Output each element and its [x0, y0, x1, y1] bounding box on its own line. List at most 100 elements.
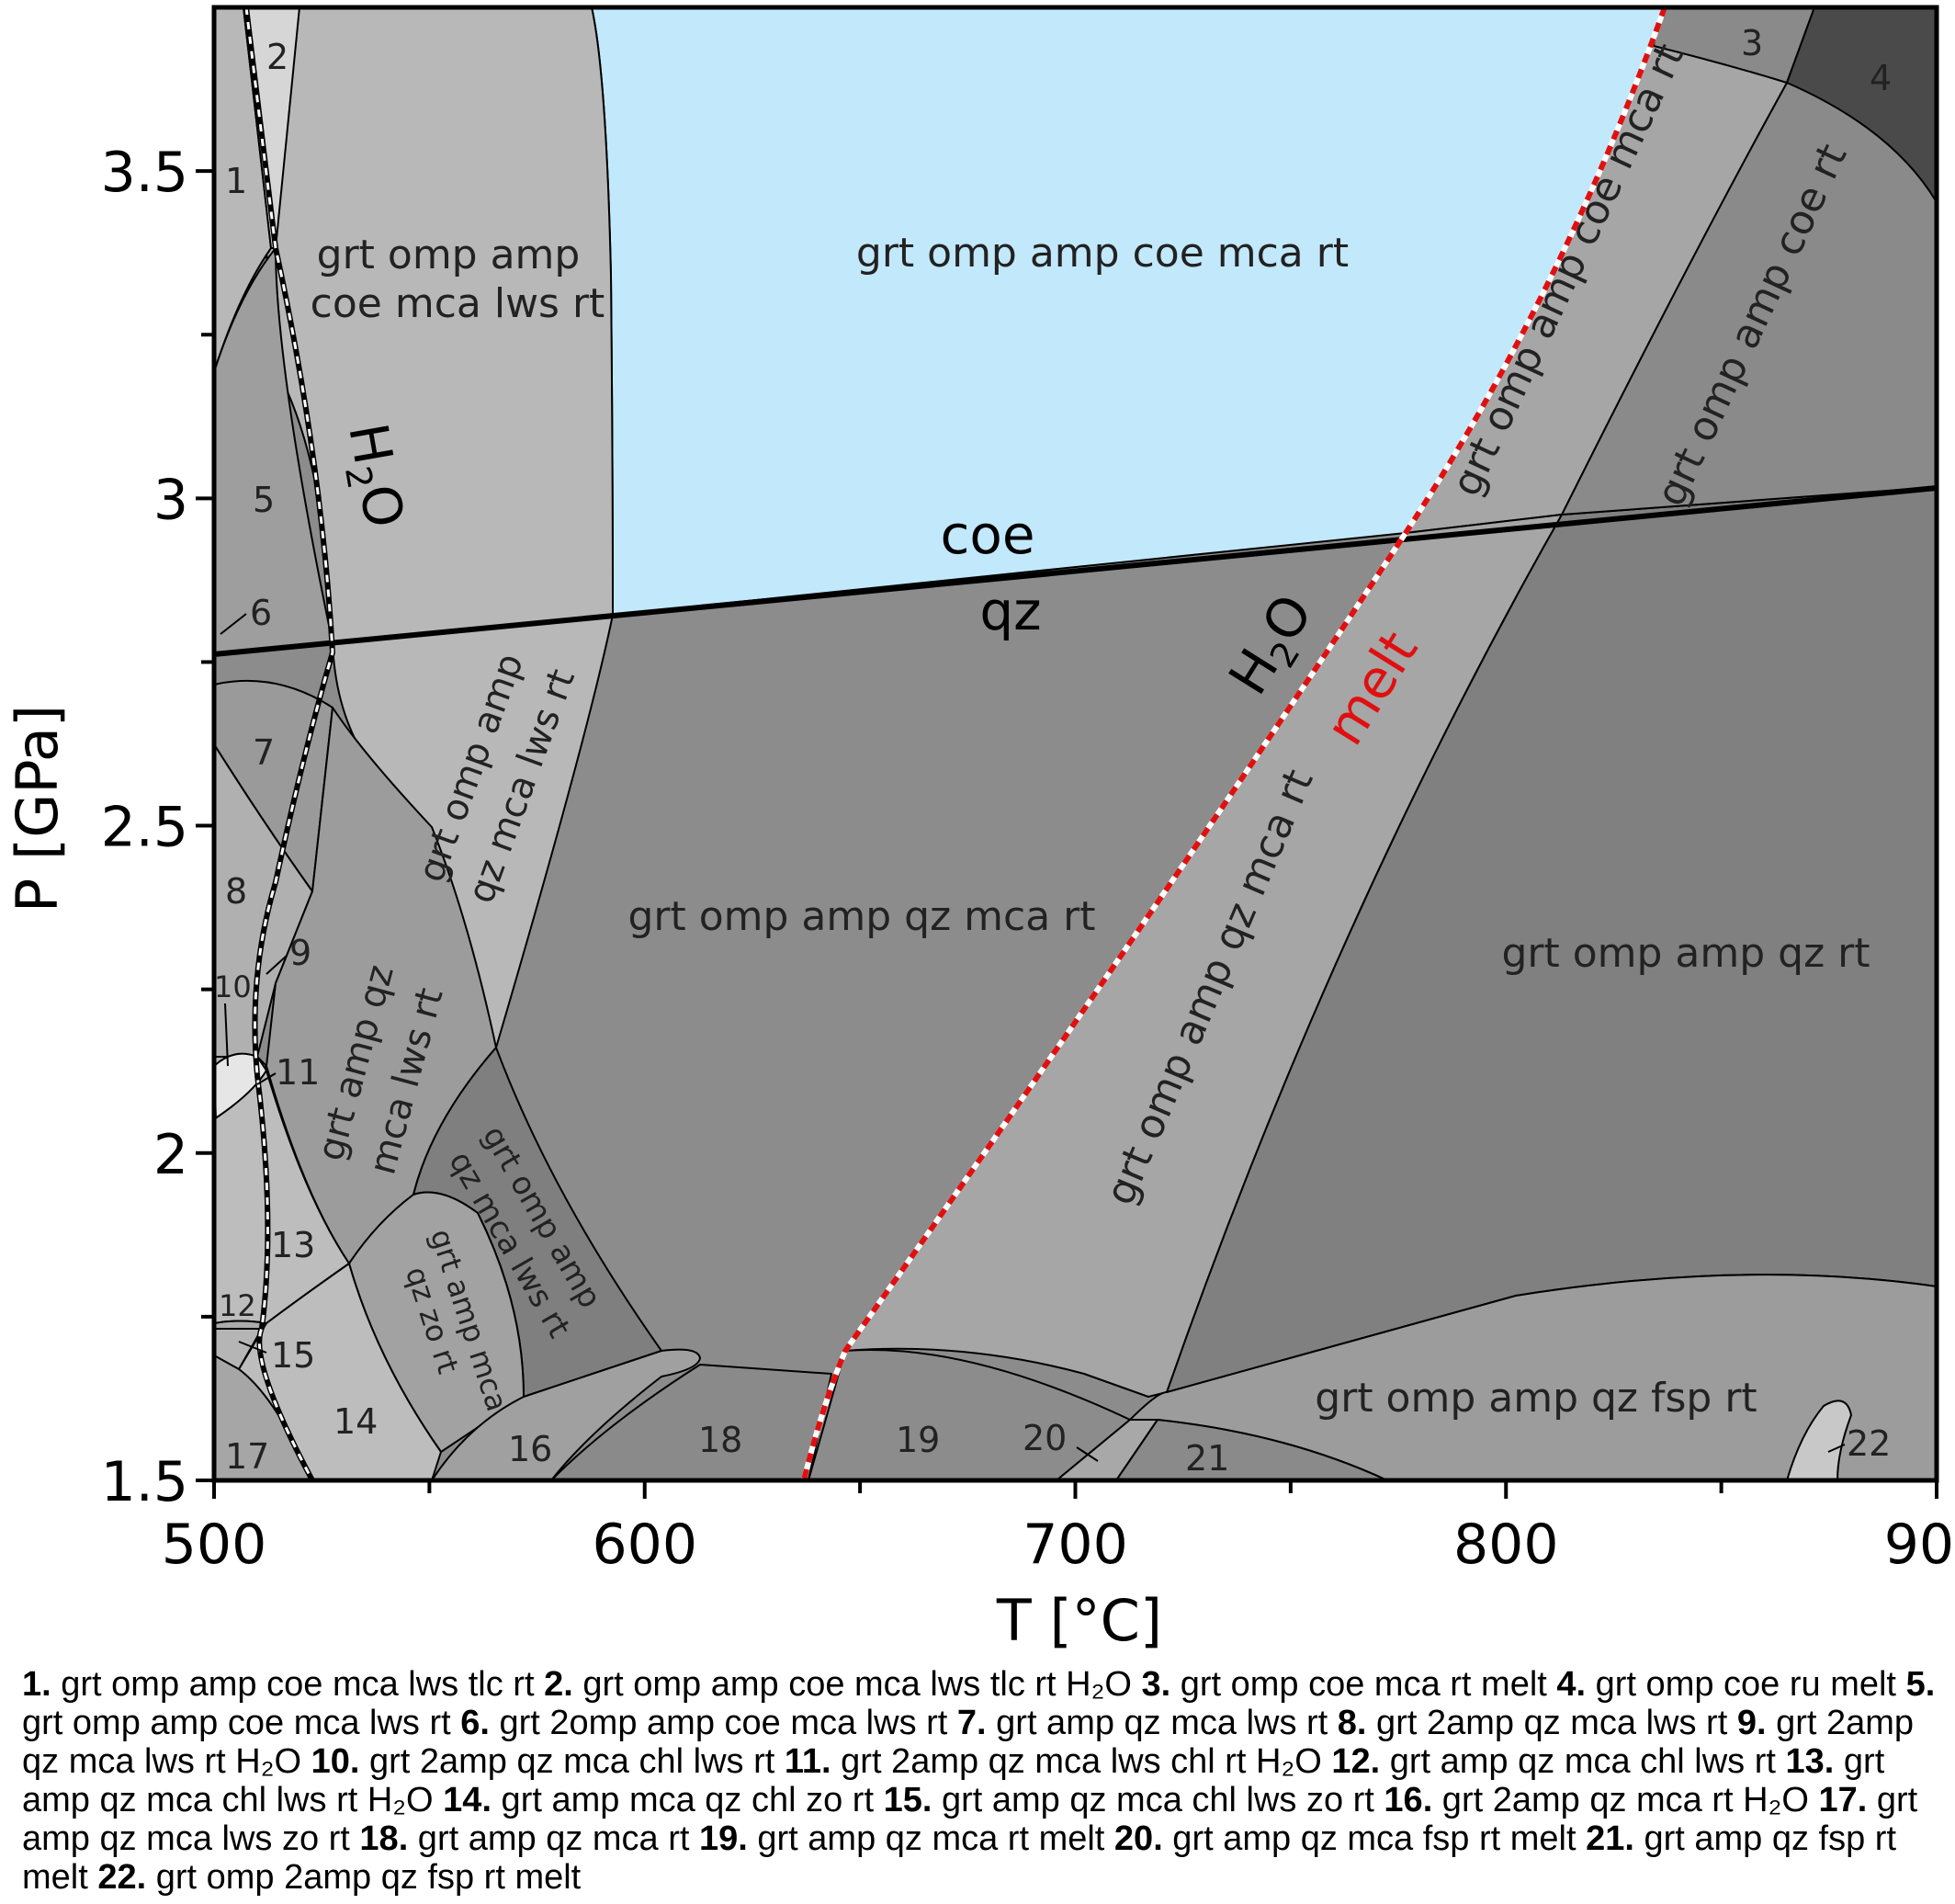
- field-label-coe-lws-2: coe mca lws rt: [311, 280, 605, 327]
- legend-text: grt omp coe ru melt: [1586, 1665, 1906, 1704]
- y-axis-title: P [GPa]: [4, 705, 71, 912]
- legend-text: grt amp qz mca fsp rt melt: [1162, 1819, 1587, 1858]
- legend-number: 18.: [359, 1819, 409, 1858]
- qz-label: qz: [979, 580, 1041, 642]
- field-num-20: 20: [1023, 1418, 1067, 1458]
- field-num-13: 13: [271, 1225, 315, 1265]
- field-num-21: 21: [1185, 1438, 1229, 1479]
- legend-text: grt amp qz mca chl lws rt H₂O: [22, 1742, 1885, 1819]
- y-tick-label-1.5: 1.5: [101, 1450, 188, 1514]
- field-19: [808, 1348, 1131, 1480]
- legend-number: 8.: [1337, 1704, 1367, 1742]
- legend-text: grt 2amp qz mca chl lws rt: [359, 1742, 785, 1781]
- legend-text: grt amp qz mca lws rt: [986, 1704, 1338, 1742]
- field-num-12: 12: [219, 1288, 256, 1323]
- legend-text: grt 2amp qz mca lws chl rt H₂O: [831, 1742, 1332, 1781]
- leader-arrows: [220, 613, 1846, 1462]
- legend-number: 16.: [1384, 1781, 1433, 1819]
- legend-number: 13.: [1785, 1742, 1835, 1781]
- field-label-coe-highlight: grt omp amp coe mca rt: [856, 230, 1349, 277]
- legend-text: grt 2amp qz mca lws rt H₂O: [22, 1704, 1915, 1781]
- field-num-9: 9: [289, 933, 311, 973]
- coe-qz-boundary: [213, 485, 1938, 657]
- phase-diagram: 500 600 700 800 900 1.5 2 2.5 3 3.5 grt omp amp …: [4, 5, 1955, 1654]
- legend-number: 6.: [460, 1704, 490, 1742]
- field-18: [550, 1364, 832, 1480]
- numbered-labels: 1 2 3 4 5 6 7 8 9 10 11 12 13 14 15 16 1…: [214, 23, 1892, 1479]
- h2o-line-left-dash: [244, 6, 334, 1481]
- legend-text: grt amp qz mca chl lws zo rt: [932, 1781, 1384, 1819]
- legend-text: grt amp mca qz chl zo rt: [492, 1781, 884, 1819]
- legend-text: grt omp amp coe mca lws rt: [22, 1704, 461, 1742]
- x-tick-label-700: 700: [1023, 1513, 1128, 1577]
- legend-number: 1.: [22, 1665, 51, 1704]
- field-num-10: 10: [214, 969, 252, 1004]
- legend-number: 22.: [97, 1858, 147, 1897]
- field-label-fsp: grt omp amp qz fsp rt: [1315, 1375, 1757, 1422]
- field-num-11: 11: [276, 1052, 320, 1093]
- field-num-2: 2: [266, 37, 288, 77]
- field-num-14: 14: [333, 1401, 378, 1442]
- y-tick-label-3: 3: [153, 468, 188, 532]
- legend-number: 11.: [784, 1742, 831, 1781]
- legend-number: 19.: [699, 1819, 748, 1858]
- field-label-main-qz: grt omp amp qz mca rt: [627, 893, 1095, 940]
- field-num-3: 3: [1741, 23, 1763, 63]
- legend-text: grt amp qz mca rt: [408, 1819, 699, 1858]
- y-axis-ticks: 1.5 2 2.5 3 3.5: [101, 141, 214, 1514]
- field-num-17: 17: [225, 1436, 269, 1477]
- legend-text: grt amp qz fsp rt melt: [22, 1819, 1897, 1897]
- field-label-coe-lws-1: grt omp amp: [317, 232, 581, 278]
- field-num-19: 19: [896, 1420, 940, 1460]
- legend-number: 21.: [1586, 1819, 1634, 1858]
- x-tick-label-500: 500: [162, 1513, 267, 1577]
- field-num-22: 22: [1847, 1423, 1891, 1464]
- field-num-15: 15: [271, 1335, 315, 1376]
- legend-text: grt amp qz mca lws zo rt: [22, 1781, 1918, 1858]
- legend-text: grt omp 2amp qz fsp rt melt: [146, 1858, 582, 1897]
- legend-text: grt omp coe mca rt melt: [1170, 1665, 1557, 1704]
- legend-number: 5.: [1905, 1665, 1936, 1704]
- legend-number: 14.: [443, 1781, 492, 1819]
- legend-number: 12.: [1331, 1742, 1381, 1781]
- legend-number: 17.: [1818, 1781, 1868, 1819]
- x-axis-ticks: 500 600 700 800 900: [162, 1480, 1955, 1577]
- legend-number: 15.: [883, 1781, 932, 1819]
- field-16: [431, 1348, 701, 1480]
- legend-text: grt omp amp coe mca lws tlc rt: [51, 1665, 545, 1704]
- legend-number: 3.: [1141, 1665, 1171, 1704]
- x-axis-title: T [°C]: [996, 1587, 1162, 1654]
- field-21: [1115, 1419, 1388, 1480]
- legend-text: grt 2amp qz mca rt H₂O: [1432, 1781, 1819, 1819]
- legend-number: 2.: [544, 1665, 573, 1704]
- legend-number: 9.: [1736, 1704, 1767, 1742]
- x-tick-label-900: 900: [1884, 1513, 1955, 1577]
- legend-number: 4.: [1556, 1665, 1587, 1704]
- legend-text: grt amp qz mca rt melt: [747, 1819, 1114, 1858]
- melt-line-dash: [801, 6, 1667, 1481]
- legend: 1. grt omp amp coe mca lws tlc rt 2. grt…: [22, 1665, 1951, 1897]
- legend-text: grt 2amp qz mca lws rt: [1366, 1704, 1737, 1742]
- y-tick-label-2.5: 2.5: [101, 796, 188, 860]
- legend-text: grt amp qz mca chl lws rt: [1380, 1742, 1786, 1781]
- field-num-8: 8: [225, 871, 247, 912]
- x-tick-label-800: 800: [1453, 1513, 1559, 1577]
- coe-label: coe: [940, 504, 1034, 566]
- field-num-1: 1: [225, 161, 247, 201]
- field-num-4: 4: [1870, 58, 1892, 98]
- field-label-qz-rt: grt omp amp qz rt: [1501, 930, 1870, 977]
- legend-number: 20.: [1113, 1819, 1163, 1858]
- legend-number: 10.: [311, 1742, 360, 1781]
- field-num-6: 6: [250, 593, 272, 633]
- field-num-16: 16: [508, 1429, 552, 1469]
- field-5: [214, 247, 333, 655]
- legend-text: grt 2omp amp coe mca lws rt: [489, 1704, 957, 1742]
- field-num-7: 7: [253, 732, 275, 773]
- y-tick-label-3.5: 3.5: [101, 141, 188, 205]
- legend-text: grt omp amp coe mca lws tlc rt H₂O: [572, 1665, 1142, 1704]
- x-tick-label-600: 600: [592, 1513, 697, 1577]
- legend-number: 7.: [956, 1704, 987, 1742]
- field-num-5: 5: [253, 480, 275, 520]
- field-22: [1786, 1400, 1852, 1480]
- y-tick-label-2: 2: [153, 1123, 188, 1187]
